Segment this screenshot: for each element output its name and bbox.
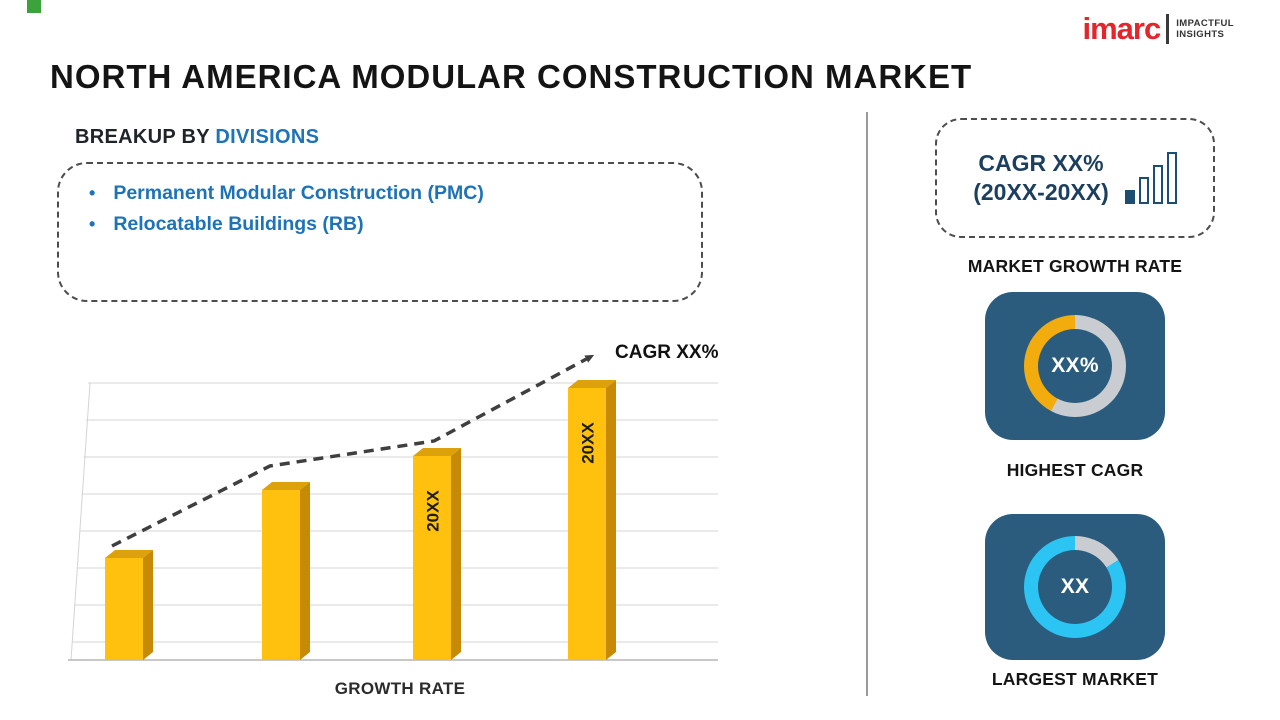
- largest-market-label: LARGEST MARKET: [991, 669, 1159, 689]
- bullet-icon: •: [89, 214, 96, 234]
- bar-chart-icon: [1124, 152, 1177, 204]
- divisions-box: • Permanent Modular Construction (PMC) • R…: [57, 162, 703, 302]
- chart-bar: [568, 388, 606, 660]
- market-growth-card-text: CAGR XX% (20XX-20XX): [973, 149, 1109, 207]
- chart-bar-side: [451, 448, 461, 660]
- chart-bar-side: [300, 482, 310, 660]
- logo-tagline-line1: IMPACTFUL: [1176, 18, 1234, 29]
- highest-cagr-donut: XX%: [1024, 315, 1126, 417]
- logo-tagline: IMPACTFUL INSIGHTS: [1176, 18, 1234, 40]
- chart-bar-side: [606, 380, 616, 660]
- bar-chart-icon-bar: [1166, 152, 1177, 204]
- chart-cagr-annotation: CAGR XX%: [615, 342, 719, 363]
- imarc-logo: imarc IMPACTFUL INSIGHTS: [1082, 11, 1234, 46]
- bullet-icon: •: [89, 183, 96, 203]
- trend-arrow: [111, 354, 595, 548]
- breakup-heading-highlight: DIVISIONS: [215, 126, 320, 148]
- bar-chart-icon-bar: [1138, 177, 1149, 204]
- chart-bar-side: [143, 550, 153, 660]
- logo-divider: [1166, 14, 1170, 44]
- cagr-period-line: (20XX-20XX): [973, 179, 1109, 205]
- market-growth-card: CAGR XX% (20XX-20XX): [935, 118, 1215, 238]
- vertical-divider: [866, 112, 868, 696]
- largest-market-donut: XX: [1024, 536, 1126, 638]
- chart-bar-top: [413, 448, 461, 456]
- chart-bar-top: [262, 482, 310, 490]
- logo-tagline-line2: INSIGHTS: [1176, 29, 1225, 40]
- division-item-label: Relocatable Buildings (RB): [113, 213, 364, 235]
- bar-chart-icon-bar: [1124, 190, 1135, 204]
- logo-brand-text: imarc: [1082, 11, 1161, 46]
- highest-cagr-tile: XX%: [985, 292, 1165, 440]
- chart-bar-top: [568, 380, 616, 388]
- largest-market-tile: XX: [985, 514, 1165, 660]
- highest-cagr-value: XX%: [1051, 354, 1099, 377]
- chart-x-axis-label: GROWTH RATE: [334, 679, 466, 698]
- divisions-list: • Permanent Modular Construction (PMC) • R…: [89, 178, 681, 240]
- bar-chart-icon-bar: [1152, 165, 1163, 204]
- corner-accent: [27, 0, 41, 13]
- chart-bar-label: 20XX: [579, 422, 598, 464]
- grid-left-edge: [70, 382, 91, 661]
- division-item-label: Permanent Modular Construction (PMC): [113, 182, 484, 204]
- chart-bar-top: [105, 550, 153, 558]
- cagr-value-line: CAGR XX%: [978, 150, 1104, 176]
- chart-bar: [262, 490, 300, 660]
- growth-bar-chart: 20XX 20XX: [68, 354, 718, 661]
- breakup-heading: BREAKUP BY DIVISIONS: [75, 126, 319, 149]
- division-item: • Permanent Modular Construction (PMC): [89, 178, 681, 209]
- chart-bar: [105, 558, 143, 660]
- page-title: NORTH AMERICA MODULAR CONSTRUCTION MARKE…: [50, 58, 973, 95]
- chart-bar-label: 20XX: [424, 490, 443, 532]
- division-item: • Relocatable Buildings (RB): [89, 209, 681, 240]
- market-growth-rate-label: MARKET GROWTH RATE: [967, 256, 1183, 276]
- breakup-heading-prefix: BREAKUP BY: [75, 126, 216, 148]
- chart-bar: [413, 456, 451, 660]
- highest-cagr-label: HIGHEST CAGR: [1006, 460, 1144, 480]
- largest-market-value: XX: [1060, 575, 1090, 598]
